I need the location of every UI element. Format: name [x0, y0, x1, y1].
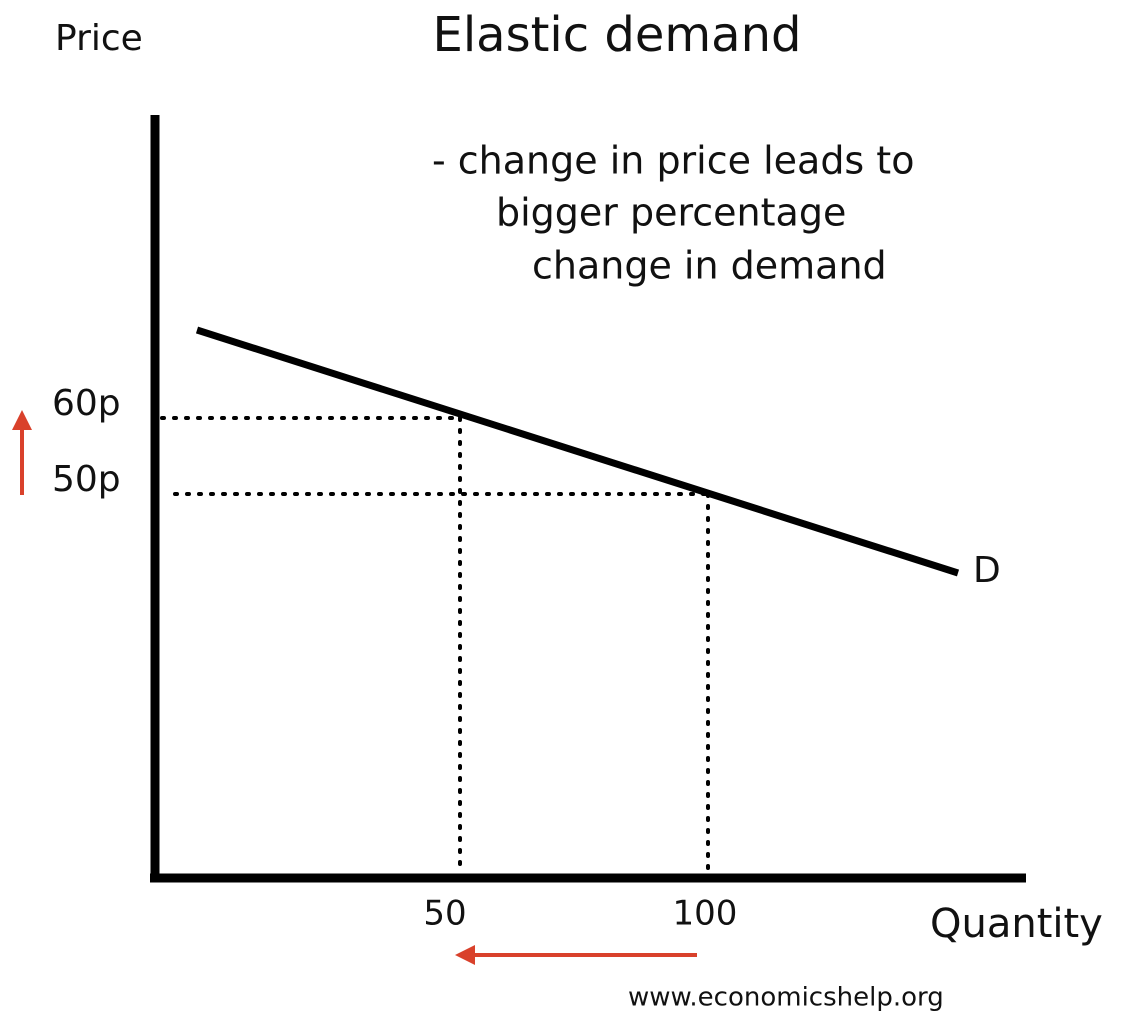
annotation-line: - change in price leads to	[432, 139, 914, 183]
curve-label: D	[973, 550, 1001, 591]
guides	[160, 416, 710, 872]
y-axis-label: Price	[55, 18, 143, 59]
demand-curve	[195, 326, 960, 577]
annotation-line: bigger percentage	[496, 191, 846, 235]
title: Elastic demand	[433, 7, 802, 63]
x-axis-label: Quantity	[930, 901, 1103, 947]
quantity-label: 50	[423, 894, 466, 934]
annotation-line: change in demand	[532, 244, 887, 288]
price-label: 60p	[52, 383, 121, 424]
source: www.economicshelp.org	[628, 983, 944, 1013]
quantity-label: 100	[673, 894, 738, 934]
price-label: 50p	[52, 459, 121, 500]
